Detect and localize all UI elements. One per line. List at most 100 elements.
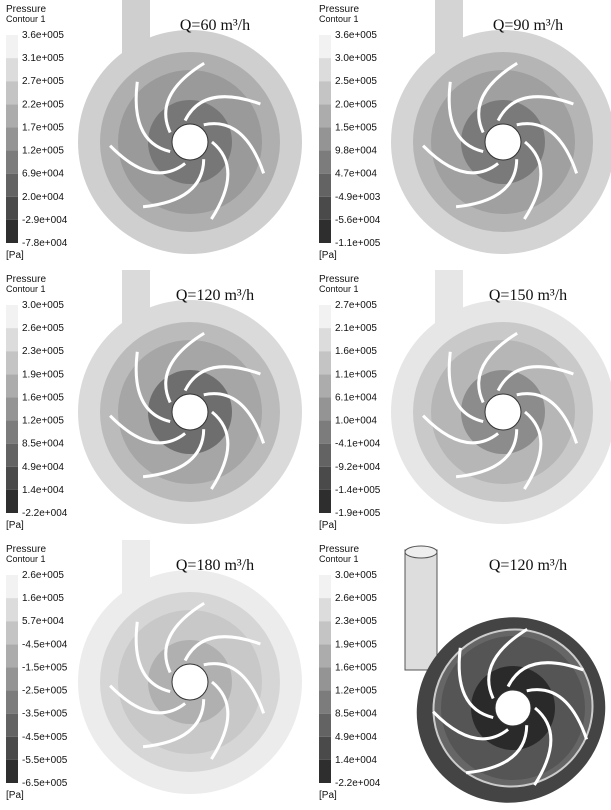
colorbar-band [319, 466, 331, 490]
flow-label: Q=90 m³/h [493, 17, 563, 34]
hub [171, 393, 209, 431]
colorbar-band [6, 420, 18, 444]
blade [516, 392, 579, 444]
legend-level: 1.6e+005 [22, 593, 64, 604]
colorbar-band [319, 575, 331, 599]
legend-level: 9.8e+004 [335, 146, 377, 157]
colorbar-band [6, 351, 18, 375]
blade [109, 684, 187, 715]
legend-level: 4.7e+004 [335, 169, 377, 180]
blade [164, 61, 205, 134]
blade [164, 601, 205, 674]
legend-level: 2.6e+005 [335, 593, 377, 604]
blade [477, 61, 518, 134]
colorbar-band [319, 736, 331, 760]
legend-level: 1.4e+004 [335, 755, 377, 766]
flow-label: Q=180 m³/h [176, 557, 254, 574]
colorbar-band [6, 127, 18, 151]
colorbar-band [6, 150, 18, 174]
colorbar-band [319, 397, 331, 421]
legend-level: 5.7e+004 [22, 616, 64, 627]
colorbar-band [6, 667, 18, 691]
blade [183, 95, 261, 122]
colorbar-band [6, 305, 18, 329]
legend-level: 1.6e+005 [335, 346, 377, 357]
legend-level: -4.1e+004 [335, 439, 381, 450]
hub [171, 123, 209, 161]
colorbar-band [319, 328, 331, 352]
colorbar-band [6, 219, 18, 243]
hub [494, 689, 532, 727]
blade [210, 410, 230, 490]
legend-level: 1.9e+005 [22, 369, 64, 380]
colorbar-band [319, 150, 331, 174]
colorbar-band [319, 374, 331, 398]
legend-level: -4.9e+003 [335, 192, 381, 203]
colorbar-band [319, 713, 331, 737]
hub [484, 393, 522, 431]
colorbar-band [6, 621, 18, 645]
legend-level: -1.1e+005 [335, 238, 381, 249]
legend-title: Pressure [6, 544, 46, 555]
colorbar-band [6, 466, 18, 490]
legend-level: 2.0e+005 [335, 99, 377, 110]
colorbar-band [319, 173, 331, 197]
legend-level: -2.2e+004 [22, 508, 68, 519]
blade [142, 159, 206, 209]
legend-level: 8.5e+004 [22, 439, 64, 450]
blade [210, 680, 230, 760]
legend-level: 2.2e+005 [22, 99, 64, 110]
legend-unit: [Pa] [319, 790, 337, 801]
legend-unit: [Pa] [6, 520, 24, 531]
blade [477, 331, 518, 404]
flow-label: Q=150 m³/h [489, 287, 567, 304]
legend-level: 2.3e+005 [22, 346, 64, 357]
legend-level: -2.5e+005 [22, 686, 68, 697]
colorbar-band [6, 489, 18, 513]
blade [134, 621, 171, 694]
blade [533, 706, 553, 786]
legend-title: Pressure [319, 4, 359, 15]
blade [422, 144, 500, 175]
legend-level: 2.1e+005 [335, 323, 377, 334]
legend-unit: [Pa] [6, 790, 24, 801]
legend-unit: [Pa] [6, 250, 24, 261]
blade [203, 662, 266, 714]
legend-subtitle: Contour 1 [319, 554, 359, 564]
colorbar-band [6, 443, 18, 467]
colorbar-band [6, 374, 18, 398]
colorbar-band [319, 305, 331, 329]
legend-level: 2.7e+005 [335, 300, 377, 311]
legend-level: 4.9e+004 [22, 462, 64, 473]
colorbar-band [6, 598, 18, 622]
legend-level: 2.0e+004 [22, 192, 64, 203]
flow-label: Q=60 m³/h [180, 17, 250, 34]
legend-level: 6.9e+004 [22, 169, 64, 180]
legend-level: 2.6e+005 [22, 570, 64, 581]
legend-level: -3.5e+005 [22, 709, 68, 720]
blade [455, 429, 519, 479]
colorbar-band [6, 690, 18, 714]
colorbar-band [319, 420, 331, 444]
legend-subtitle: Contour 1 [6, 554, 46, 564]
flow-label: Q=120 m³/h [176, 287, 254, 304]
blade [523, 410, 543, 490]
legend-level: 3.0e+005 [335, 570, 377, 581]
colorbar-band [319, 219, 331, 243]
blade [134, 351, 171, 424]
blade [183, 635, 261, 662]
colorbar-band [6, 759, 18, 783]
hub [484, 123, 522, 161]
legend-level: 3.1e+005 [22, 53, 64, 64]
blade [506, 661, 584, 688]
legend-level: -2.2e+004 [335, 778, 381, 789]
blade [109, 414, 187, 445]
blade [496, 365, 574, 392]
legend-level: 2.7e+005 [22, 76, 64, 87]
legend-level: -5.6e+004 [335, 215, 381, 226]
legend-unit: [Pa] [319, 520, 337, 531]
